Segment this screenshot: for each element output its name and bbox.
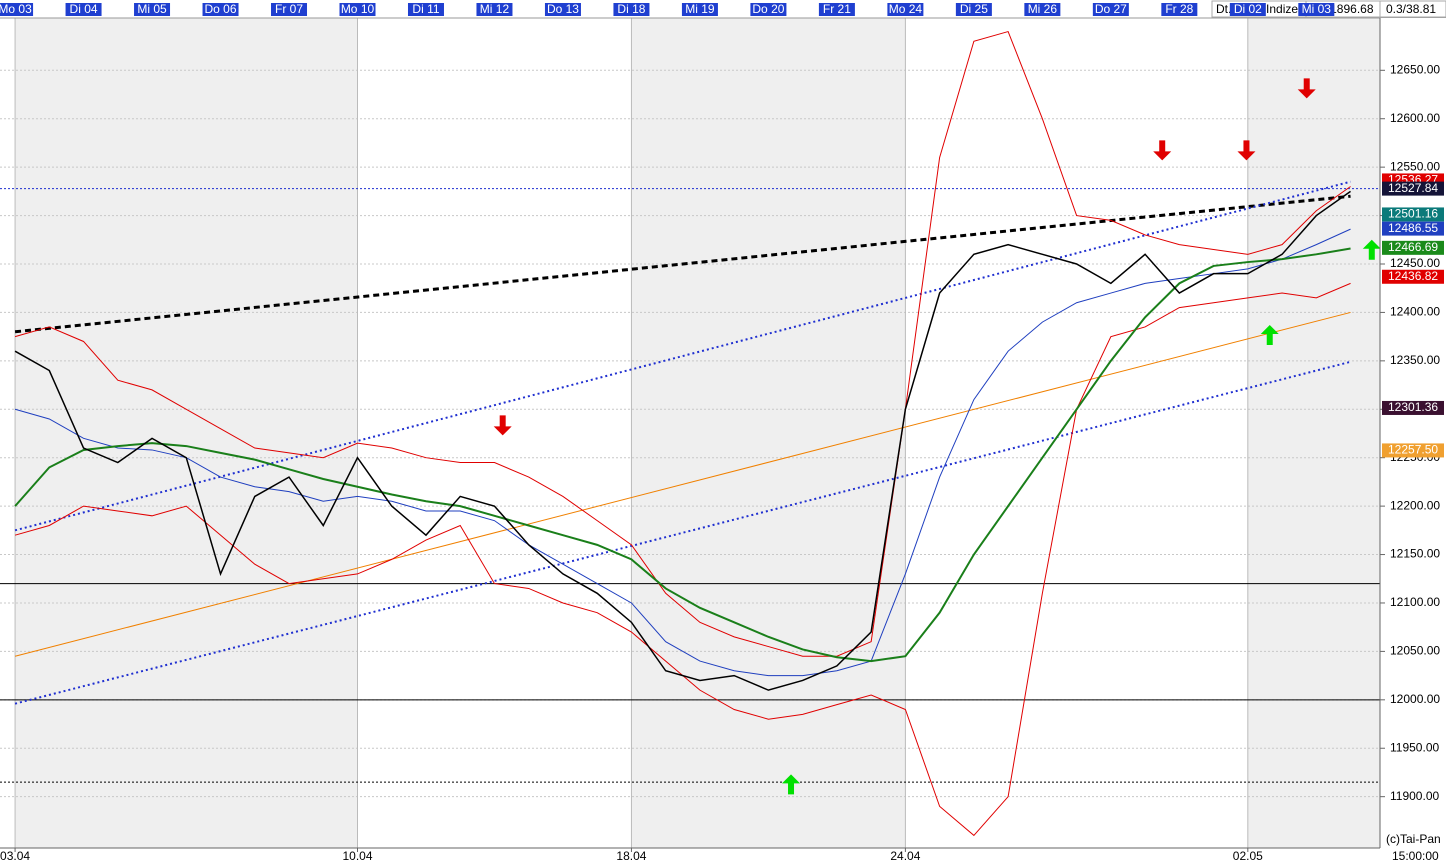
y-tick-label: 12450.00 [1390,256,1440,270]
day-label-box [887,3,924,16]
series-line [14,247,1351,663]
sell-signal [1153,140,1172,161]
header-info: 0.3/38.81 [1386,2,1436,16]
price-tag-label: 12527.84 [1388,181,1438,195]
y-tick-label: 12600.00 [1390,111,1440,125]
buy-signal [1362,239,1381,260]
sell-signal [1297,78,1316,99]
day-label: Fr 28 [1165,2,1193,16]
price-tag [1382,400,1444,415]
sell-signal [493,415,512,436]
y-tick-label: 12550.00 [1390,159,1440,173]
day-label: Do 20 [752,2,784,16]
day-label-box [613,3,650,16]
y-tick-label: 12400.00 [1390,305,1440,319]
price-tag-label: 12486.55 [1388,221,1438,235]
price-tag [1382,269,1444,284]
y-tick-label: 11950.00 [1390,740,1439,754]
y-tick-label: 11900.00 [1390,789,1439,803]
price-tag [1382,181,1444,196]
x-tick-label: 24.04 [890,849,920,863]
day-label: Mi 03 [1302,2,1332,16]
week-band [15,18,358,848]
y-tick-label: 12150.00 [1390,547,1440,561]
day-label-box [1024,3,1061,16]
y-tick-label: 12350.00 [1390,353,1440,367]
day-label-box [65,3,102,16]
footer-bar [0,848,1446,866]
day-label-box [134,3,171,16]
day-label-box [1229,3,1266,16]
day-label-box [339,3,376,16]
day-label-box [1161,3,1198,16]
day-label: Mi 19 [685,2,715,16]
day-label: Do 27 [1095,2,1127,16]
series-line [14,228,1351,677]
day-label: Di 18 [617,2,645,16]
x-tick-label: 10.04 [342,849,372,863]
day-label: Di 04 [70,2,98,16]
day-label: Di 25 [960,2,988,16]
price-tag [1382,443,1444,458]
day-label-box [955,3,992,16]
sell-signal [1237,140,1256,161]
week-band [1247,18,1380,848]
day-label: Fr 21 [823,2,851,16]
price-tag [1382,207,1444,222]
day-label-box [0,3,34,16]
day-label: Mi 12 [480,2,510,16]
buy-signal [1260,325,1279,346]
axis-panel [1380,18,1446,848]
week-band [631,18,906,848]
day-label: Di 02 [1234,2,1262,16]
price-tag-label: 12501.16 [1388,207,1438,221]
time-label: 15:00:00 [1392,849,1439,863]
price-tag-label: 12301.36 [1388,400,1438,414]
price-tag-label: 12257.50 [1388,443,1438,457]
day-label: Do 13 [547,2,579,16]
series-line [14,190,1351,691]
day-label-box [681,3,718,16]
day-label-box [544,3,581,16]
day-label: Mo 10 [341,2,375,16]
day-label: Do 06 [205,2,237,16]
day-label-box [476,3,513,16]
day-label: Mi 05 [137,2,167,16]
day-label-box [1298,3,1335,16]
buy-signal [782,774,801,795]
price-tag-label: 12466.69 [1388,240,1438,254]
price-tag [1382,240,1444,255]
copyright: (c)Tai-Pan [1386,832,1441,846]
day-label: Mi 26 [1028,2,1058,16]
x-tick-label: 03.04 [0,849,30,863]
price-tag [1382,221,1444,236]
day-label: Fr 07 [275,2,303,16]
day-label: Di 11 [412,2,439,16]
day-label: Mo 03 [0,2,32,16]
y-tick-label: 12650.00 [1390,62,1440,76]
day-label: Mo 24 [889,2,923,16]
day-label-box [271,3,308,16]
day-label-box [1092,3,1129,16]
trend-line [14,194,1351,334]
day-label-box [407,3,444,16]
y-tick-label: 12000.00 [1390,692,1440,706]
day-label-box [750,3,787,16]
price-tag-label: 12436.82 [1388,269,1438,283]
y-tick-label: 12100.00 [1390,595,1440,609]
y-tick-label: 12200.00 [1390,498,1440,512]
day-label-box [202,3,239,16]
y-tick-label: 12050.00 [1390,644,1440,658]
trend-line [14,311,1351,657]
day-label-box [818,3,855,16]
series-line [14,30,1351,657]
x-tick-label: 18.04 [616,849,646,863]
x-tick-label: 02.05 [1233,849,1263,863]
trend-line [14,180,1351,532]
